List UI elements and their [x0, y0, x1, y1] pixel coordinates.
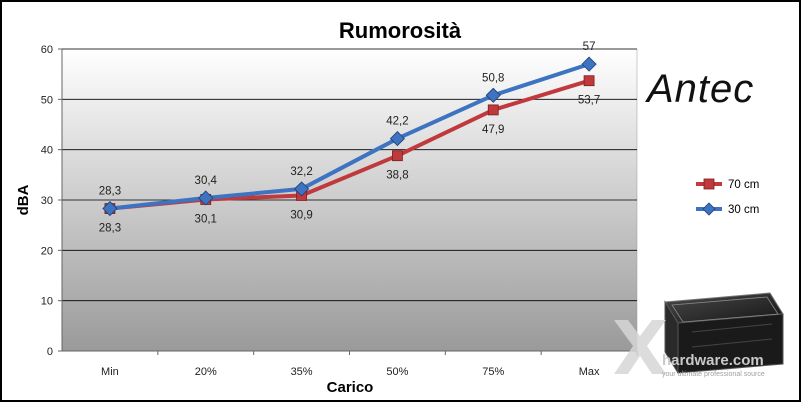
- y-tick-label: 30: [41, 195, 53, 207]
- x-axis-ticks: Min 20% 35% 50% 75% Max: [101, 351, 638, 378]
- legend-label: 30 cm: [728, 204, 759, 216]
- data-label: 30,9: [290, 209, 312, 221]
- data-label: 47,9: [482, 124, 504, 136]
- series-layer: [102, 56, 597, 217]
- data-point-square: [487, 104, 499, 116]
- y-tick-label: 20: [41, 245, 53, 257]
- watermark-main: hardware.com: [662, 352, 764, 369]
- legend-marker-diamond: [702, 202, 716, 216]
- series-line: [107, 62, 592, 211]
- legend-label: 70 cm: [728, 179, 759, 191]
- watermark: hardware.com your ultimate professional …: [614, 320, 765, 378]
- psu-product-image: [664, 292, 784, 375]
- y-axis-title: dBA: [15, 184, 32, 215]
- data-point-square: [392, 150, 403, 162]
- data-point-diamond: [485, 87, 501, 103]
- legend: 70 cm 30 cm: [696, 178, 759, 216]
- data-label: 30,4: [195, 175, 218, 187]
- data-point-diamond: [389, 131, 405, 147]
- y-tick-label: 10: [41, 296, 53, 308]
- data-point-diamond: [102, 200, 118, 217]
- watermark-sub: your ultimate professional source: [662, 371, 765, 378]
- watermark-x-icon: [614, 320, 666, 374]
- x-tick-label: 75%: [482, 366, 504, 378]
- y-axis-ticks: 0 10 20 30 40 50 60: [41, 44, 62, 358]
- data-point-diamond: [581, 56, 597, 72]
- x-tick-label: 50%: [386, 366, 408, 378]
- y-tick-label: 40: [41, 145, 53, 157]
- legend-marker-square: [703, 178, 715, 190]
- x-tick-label: 20%: [195, 366, 217, 378]
- data-label: 42,2: [386, 116, 408, 128]
- antec-logo: Antec: [645, 67, 754, 111]
- data-label: 28,3: [99, 223, 121, 235]
- data-label: 30,1: [195, 213, 217, 225]
- data-label: 57: [583, 41, 596, 53]
- data-point-diamond: [198, 190, 214, 206]
- y-tick-label: 60: [41, 44, 53, 56]
- y-tick-label: 50: [41, 94, 53, 106]
- data-label: 32,2: [290, 166, 312, 178]
- data-label: 53,7: [578, 95, 600, 107]
- data-point-square: [583, 75, 595, 87]
- x-tick-label: Min: [101, 366, 119, 378]
- chart-title: Rumorosità: [339, 18, 462, 43]
- x-axis-title: Carico: [327, 379, 374, 396]
- x-tick-label: Max: [579, 366, 600, 378]
- data-label: 38,8: [386, 170, 408, 182]
- y-tick-label: 0: [47, 346, 53, 358]
- data-point-diamond: [294, 181, 310, 197]
- gridlines: [62, 48, 637, 302]
- data-label: 28,3: [99, 186, 121, 198]
- data-labels: 28,3 30,1 30,9 38,8 47,9 53,7 28,3 30,4 32,2 42,2…: [99, 41, 601, 234]
- x-tick-label: 35%: [291, 366, 313, 378]
- data-label: 50,8: [482, 72, 504, 84]
